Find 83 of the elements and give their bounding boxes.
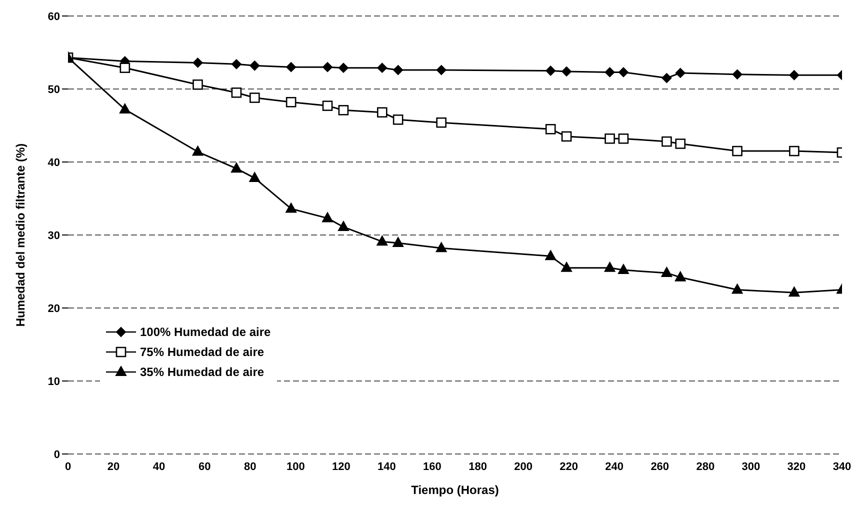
point (119, 103, 130, 114)
point (618, 264, 629, 274)
point (377, 62, 388, 73)
point (322, 62, 333, 72)
point (250, 92, 260, 103)
point (322, 100, 333, 111)
x-tick-label: 120 (332, 460, 350, 473)
point (192, 146, 204, 156)
point (674, 271, 686, 282)
x-tick-label: 280 (696, 460, 715, 473)
point (662, 136, 672, 147)
x-tick-label: 260 (650, 460, 670, 473)
point (250, 60, 260, 71)
point (562, 66, 572, 76)
point (789, 146, 800, 156)
point (392, 114, 404, 125)
point (377, 107, 388, 118)
point (376, 236, 388, 246)
point (192, 79, 203, 90)
point (338, 105, 349, 116)
point (604, 67, 615, 78)
x-tick-label: 200 (514, 460, 532, 473)
x-tick-label: 20 (107, 460, 120, 473)
x-axis-title: Tiempo (Horas) (411, 483, 499, 497)
point (604, 262, 616, 272)
x-tick-label: 340 (832, 460, 852, 473)
point (732, 284, 743, 294)
point (338, 62, 348, 73)
x-tick-label: 220 (560, 460, 578, 473)
point (604, 133, 615, 144)
point (546, 66, 556, 76)
point (675, 138, 686, 149)
point (338, 220, 349, 231)
point (661, 266, 672, 277)
point (231, 59, 242, 70)
point (545, 124, 556, 134)
x-tick-label: 300 (742, 460, 760, 473)
point (286, 202, 297, 213)
point (662, 73, 672, 84)
point (249, 172, 260, 182)
point (392, 237, 404, 248)
point (618, 133, 629, 144)
point (618, 67, 628, 78)
x-tick-label: 80 (244, 460, 256, 473)
point (561, 262, 572, 272)
point (436, 242, 447, 252)
y-axis-title: Humedad del medio filtrante (%) (13, 143, 28, 327)
point (231, 88, 242, 98)
point (230, 162, 242, 173)
point (675, 68, 686, 78)
x-tick-label: 240 (605, 460, 624, 473)
x-tick-label: 140 (378, 460, 396, 473)
point (436, 65, 446, 76)
point (732, 146, 742, 156)
x-tick-label: 40 (152, 460, 166, 473)
x-tick-label: 100 (286, 460, 305, 473)
x-tick-label: 320 (787, 460, 806, 473)
point (322, 212, 334, 222)
legend-label: 35% Humedad de aire (140, 364, 264, 381)
y-tick-label: 30 (48, 230, 60, 242)
y-tick-label: 50 (48, 84, 60, 96)
point (436, 117, 446, 128)
y-tick-label: 40 (48, 156, 60, 169)
point (120, 62, 130, 73)
x-tick-label: 60 (198, 460, 211, 473)
y-tick-label: 20 (48, 302, 60, 315)
point (192, 58, 203, 68)
y-tick-label: 0 (54, 448, 60, 461)
x-tick-label: 180 (468, 460, 487, 473)
x-tick-label: 160 (423, 460, 442, 473)
x-tick-label: 0 (64, 460, 72, 473)
legend-label: 75% Humedad de aire (140, 344, 264, 361)
y-tick-label: 60 (48, 10, 60, 23)
point (286, 62, 296, 72)
point (788, 286, 800, 297)
point (286, 96, 296, 108)
point (732, 69, 742, 80)
point (393, 65, 404, 76)
point (545, 250, 556, 260)
point (561, 131, 572, 142)
point (789, 70, 800, 80)
legend-label: 100% Humedad de aire (140, 324, 271, 341)
y-tick-label: 10 (48, 376, 60, 388)
